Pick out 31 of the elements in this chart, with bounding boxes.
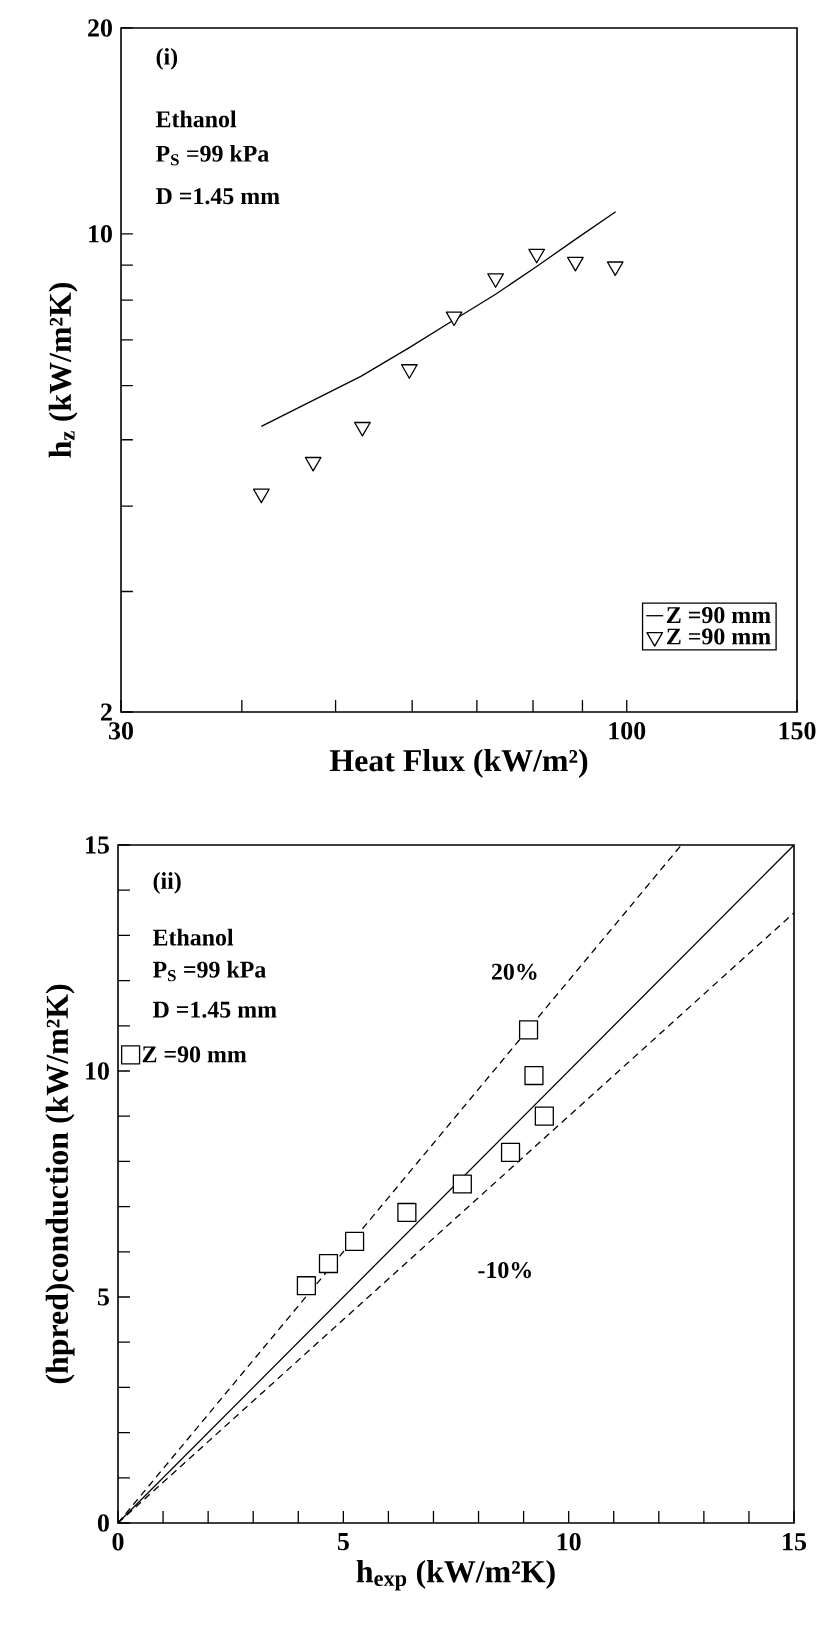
y-tick-label: 10: [89, 225, 112, 243]
annotation: Ethanol: [155, 110, 237, 128]
y-axis-title: (hpred)conduction (kW/m²K): [45, 984, 75, 1384]
legend-label: Z =90 mm: [666, 628, 771, 645]
x-tick-label: 5: [337, 1533, 349, 1551]
annotation: (ii): [153, 872, 181, 894]
y-tick-label: 0: [97, 1514, 109, 1532]
x-tick-label: 0: [112, 1533, 124, 1551]
y-tick-label: 15: [86, 836, 109, 854]
x-axis-title: h$_{exp}$ (kW/m²K): [356, 1560, 555, 1591]
y-tick-label: 10: [86, 1062, 109, 1080]
annotation: 20%: [491, 963, 537, 980]
legend-label: Z =90 mm: [142, 1046, 247, 1063]
y-axis-title: h$_{z}$ (kW/m²K): [48, 283, 78, 458]
y-tick-label: 2: [101, 703, 112, 721]
annotation: -10%: [478, 1261, 531, 1279]
annotation: (i): [156, 47, 178, 70]
x-tick-label: 30: [109, 722, 133, 740]
annotation: P$_{S}$ =99 kPa: [152, 960, 266, 982]
x-tick-label: 150: [779, 722, 816, 740]
annotation: D =1.45 mm: [155, 188, 280, 205]
annotation: P$_{S}$ =99 kPa: [155, 144, 269, 166]
annotation: Ethanol: [152, 928, 234, 946]
x-tick-label: 10: [557, 1533, 581, 1551]
annotation: D =1.45 mm: [152, 1001, 277, 1018]
legend-label: Z =90 mm: [666, 607, 771, 624]
x-tick-label: 15: [783, 1533, 807, 1551]
x-tick-label: 100: [609, 722, 646, 740]
x-axis-title: Heat Flux (kW/m²): [329, 749, 588, 778]
y-tick-label: 20: [88, 19, 112, 37]
y-tick-label: 5: [97, 1288, 109, 1306]
